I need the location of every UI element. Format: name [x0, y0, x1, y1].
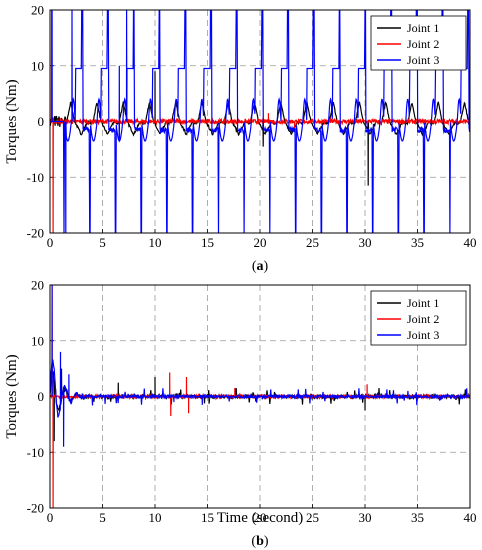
x-tick-label: 10: [149, 510, 162, 525]
legend-box: [370, 290, 467, 346]
x-tick-label: 15: [201, 235, 214, 250]
legend: Joint 1 Joint 2 Joint 3: [370, 15, 467, 71]
legend-label-joint-3: Joint 3: [407, 328, 439, 342]
x-tick-label: 0: [47, 510, 54, 525]
legend-label-joint-2: Joint 2: [407, 37, 439, 51]
series-line-joint-3: [50, 10, 470, 233]
subfigure-label-letter: b: [256, 534, 264, 549]
y-tick-label: -10: [27, 170, 44, 185]
subfigure-label-open: (: [252, 259, 257, 274]
y-tick-label: -20: [27, 226, 44, 241]
subfigure-label-letter: a: [257, 259, 264, 274]
y-tick-label: 10: [31, 333, 44, 348]
series-line-joint-2: [50, 10, 470, 233]
legend-label-joint-2: Joint 2: [407, 312, 439, 326]
x-tick-label: 35: [411, 510, 424, 525]
y-tick-label: -10: [27, 445, 44, 460]
subfigure-label-close: ): [264, 259, 269, 274]
x-tick-label: 10: [149, 235, 162, 250]
x-tick-label: 20: [254, 235, 267, 250]
x-tick-label: 30: [359, 510, 372, 525]
y-axis-label: Torques (Nm): [4, 354, 20, 438]
x-tick-label: 35: [411, 235, 424, 250]
y-tick-label: 20: [31, 3, 44, 18]
x-tick-label: 5: [99, 510, 106, 525]
plot-frame: [49, 9, 471, 234]
subfigure-label: (a): [252, 259, 269, 274]
x-tick-label: 25: [306, 235, 319, 250]
subfigure-label-close: ): [264, 534, 269, 549]
x-tick-label: 20: [254, 510, 267, 525]
x-tick-label: 25: [306, 510, 319, 525]
y-tick-label: 10: [31, 58, 44, 73]
x-tick-label: 40: [464, 510, 477, 525]
x-tick-label: 5: [99, 235, 106, 250]
series-line-joint-3: [50, 285, 470, 447]
subfigure-label: (b): [251, 534, 268, 549]
legend-label-joint-1: Joint 1: [407, 296, 439, 310]
legend-label-joint-3: Joint 3: [407, 53, 439, 67]
x-tick-label: 0: [47, 235, 54, 250]
y-tick-label: -20: [27, 501, 44, 516]
y-tick-label: 20: [31, 278, 44, 293]
x-axis-label: Time (second): [217, 510, 304, 526]
legend-label-joint-1: Joint 1: [407, 21, 439, 35]
y-tick-label: 0: [38, 389, 45, 404]
plot-frame: [49, 284, 471, 509]
y-tick-label: 0: [38, 114, 45, 129]
subfigure-label-open: (: [251, 534, 256, 549]
legend: Joint 1 Joint 2 Joint 3: [370, 290, 467, 346]
legend-box: [370, 15, 467, 71]
x-tick-label: 40: [464, 235, 477, 250]
y-axis-label: Torques (Nm): [4, 79, 20, 163]
x-tick-label: 30: [359, 235, 372, 250]
x-tick-label: 15: [201, 510, 214, 525]
